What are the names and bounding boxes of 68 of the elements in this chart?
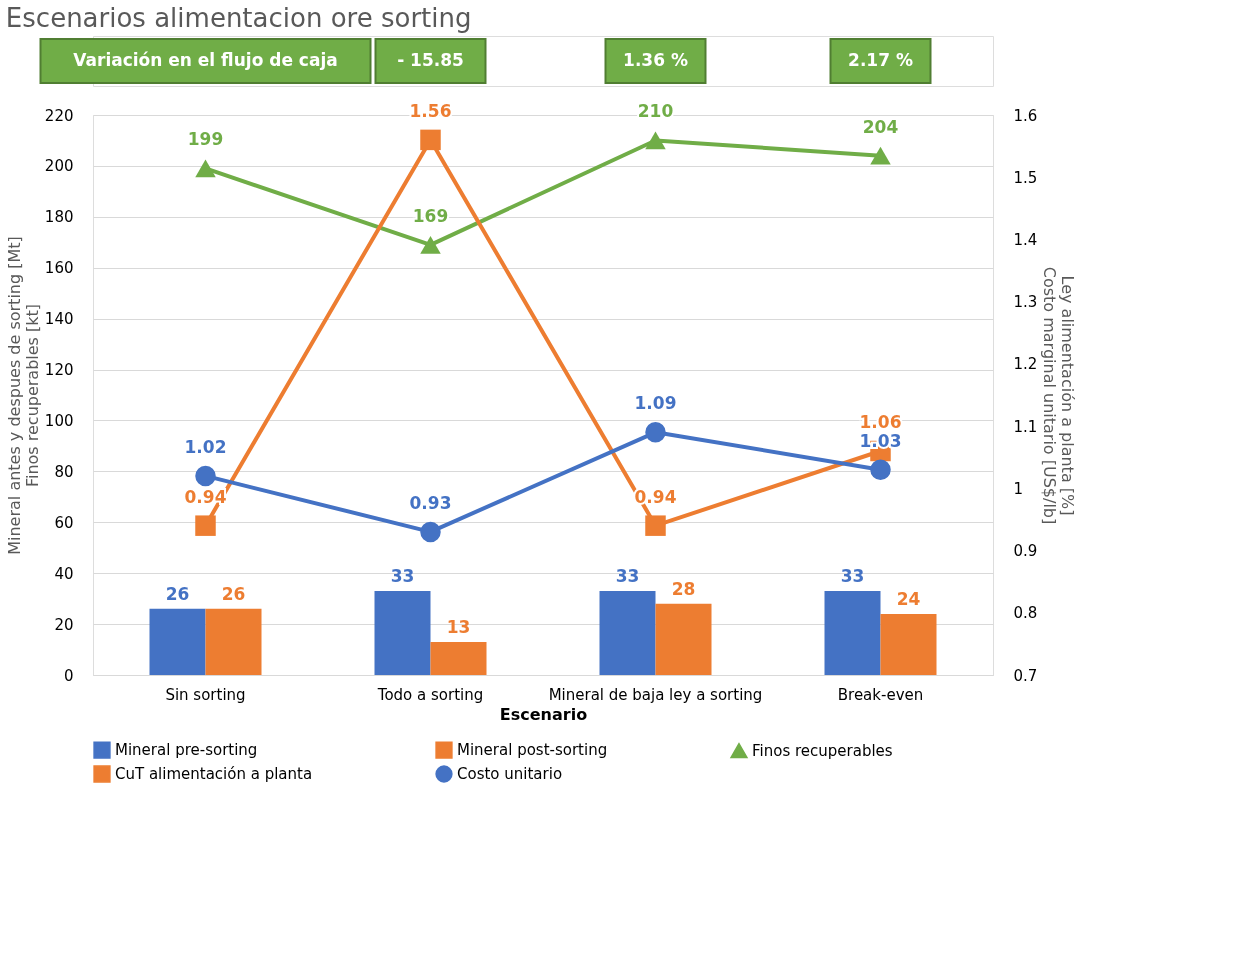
y2-tick-label: 1.2	[1013, 355, 1038, 374]
legend-label: Finos recuperables	[752, 741, 893, 760]
legend-label: Mineral post-sorting	[457, 741, 608, 760]
data-label: 26	[165, 583, 190, 604]
x-tick-label: Sin sorting	[165, 685, 246, 704]
y2-tick-label: 0.9	[1013, 542, 1038, 561]
point	[645, 131, 666, 150]
point	[645, 422, 666, 443]
y2-tick-label: 1.1	[1013, 417, 1038, 436]
text: 1.36 %	[623, 50, 688, 70]
point	[870, 146, 891, 165]
y-tick-label: 220	[44, 106, 74, 125]
data-label: 26	[221, 583, 246, 604]
y-tick-label: 80	[54, 462, 74, 481]
data-label: 1.03	[859, 430, 902, 451]
data-label: 33	[390, 566, 415, 586]
text: - 15.85	[397, 50, 464, 70]
legend-label: CuT alimentación a planta	[115, 765, 313, 783]
data-label: 210	[637, 101, 674, 122]
y-tick-label: 0	[63, 666, 74, 685]
data-label: 199	[187, 129, 224, 150]
data-label: 33	[840, 566, 865, 586]
y2-tick-label: 1.3	[1013, 293, 1038, 312]
x-tick-label: Break-even	[837, 685, 924, 704]
data-label: 1.02	[184, 436, 227, 457]
y-tick-label: 140	[44, 310, 74, 329]
y-tick-label: 60	[54, 513, 74, 532]
x-tick-label: Mineral de baja ley a sorting	[548, 685, 763, 704]
y2-tick-label: 0.7	[1013, 666, 1038, 685]
point	[870, 459, 891, 480]
y2-tick-label: 0.8	[1013, 604, 1038, 623]
y2-axis-title: Ley alimentación a planta [%] Costo marginal unitario [US$/lb]	[1040, 266, 1078, 525]
data-label: 0.93	[409, 492, 452, 513]
text: 2.17 %	[848, 50, 913, 70]
y-tick-label: 20	[54, 615, 74, 634]
data-label: 204	[862, 116, 899, 137]
text: Variación en el flujo de caja	[73, 50, 338, 70]
data-label: 28	[671, 578, 696, 599]
x-axis-title: Escenario	[499, 704, 588, 724]
point	[645, 515, 666, 536]
y-tick-label: 160	[44, 259, 74, 278]
point	[420, 235, 441, 254]
y-tick-label: 120	[44, 361, 74, 380]
point	[420, 521, 441, 543]
x-tick-label: Todo a sorting	[376, 685, 484, 704]
chart-title: Escenarios alimentacion ore sorting	[5, 2, 472, 33]
point	[420, 129, 441, 151]
point	[195, 465, 216, 487]
point	[195, 515, 216, 536]
y2-tick-label: 1	[1013, 479, 1024, 498]
data-label: 169	[412, 205, 449, 226]
y2-tick-label: 1.6	[1013, 106, 1038, 125]
point	[195, 159, 216, 178]
y-tick-label: 40	[54, 564, 74, 583]
legend-label: Costo unitario	[457, 765, 563, 783]
data-label: 13	[446, 616, 471, 637]
data-label: 1.56	[409, 100, 452, 121]
y-axis-title: Mineral antes y despues de sorting [Mt] Finos recuperables [kt]	[4, 236, 42, 555]
data-label: 1.09	[634, 393, 677, 414]
y-tick-label: 100	[44, 411, 74, 430]
y2-tick-label: 1.5	[1013, 168, 1038, 187]
data-label: 33	[615, 566, 640, 586]
y2-tick-label: 1.4	[1013, 230, 1038, 249]
data-label: 24	[896, 588, 921, 609]
y-tick-label: 180	[44, 208, 74, 227]
data-label: 1.06	[859, 412, 902, 432]
y-tick-label: 200	[44, 157, 74, 176]
legend-label: Mineral pre-sorting	[115, 741, 258, 760]
